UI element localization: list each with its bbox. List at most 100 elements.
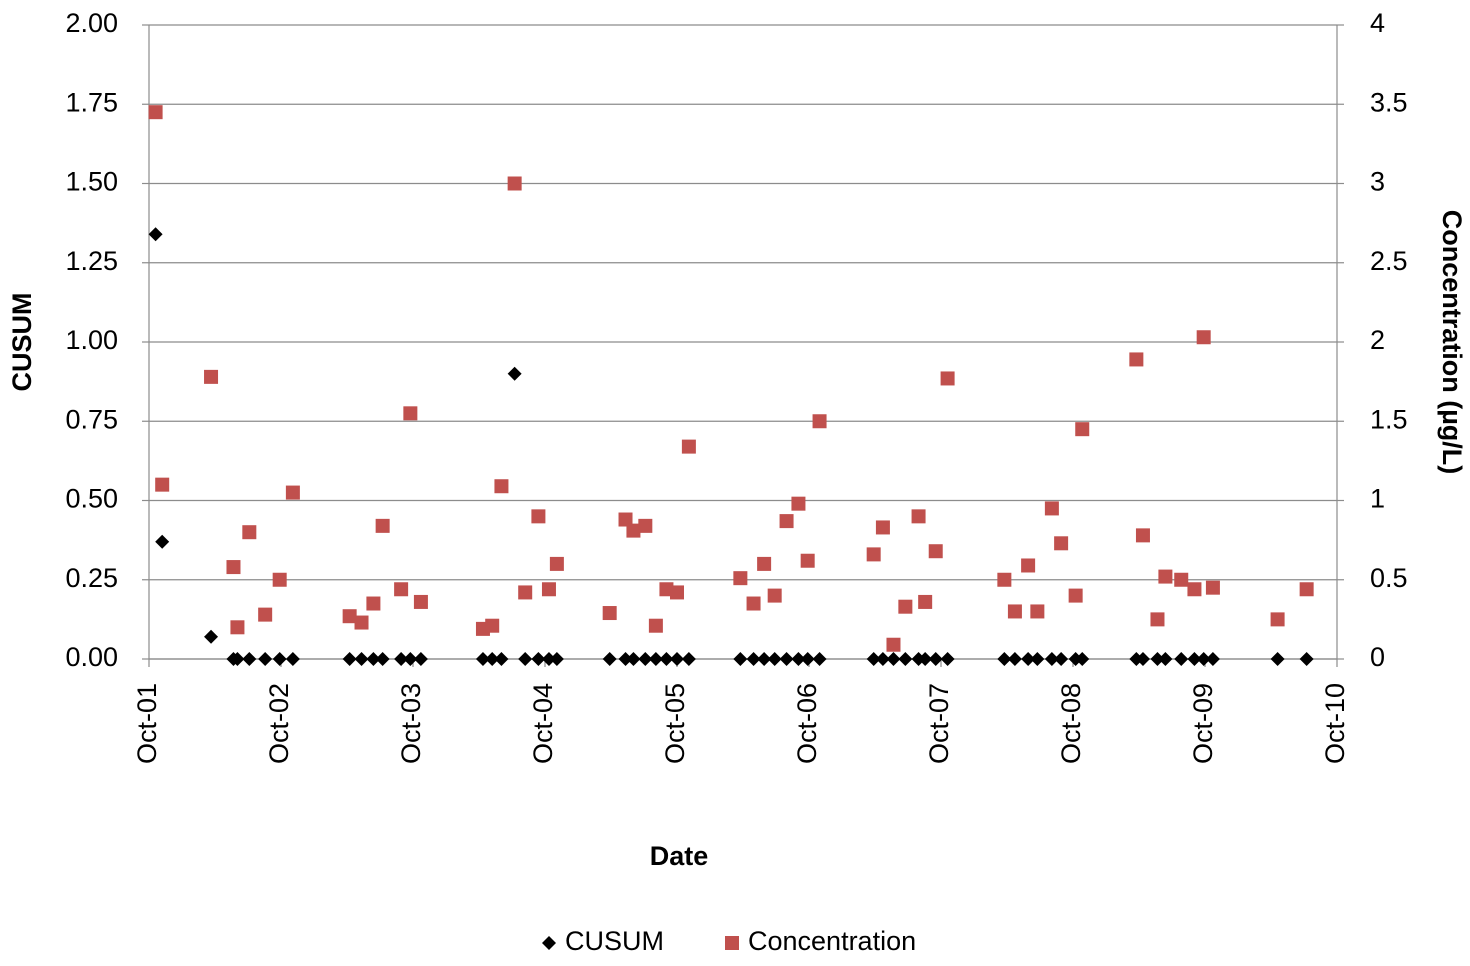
point xyxy=(155,477,170,492)
point xyxy=(746,596,761,611)
point xyxy=(242,525,257,540)
point xyxy=(638,518,653,533)
point xyxy=(602,606,617,621)
point xyxy=(1030,604,1045,619)
y2-tick-label: 0 xyxy=(1370,642,1385,672)
point xyxy=(940,652,955,666)
y2-tick-label: 3.5 xyxy=(1370,87,1408,117)
y-axis-title: CUSUM xyxy=(7,293,37,392)
point xyxy=(354,615,369,630)
point xyxy=(1075,652,1090,666)
point xyxy=(148,227,163,242)
point xyxy=(618,512,633,527)
point xyxy=(648,618,663,633)
point xyxy=(670,652,684,666)
y2-axis-title: Concentration (µg/L) xyxy=(1437,210,1467,475)
x-tick-label: Oct-03 xyxy=(396,683,426,764)
y-tick-label: 1.00 xyxy=(65,325,118,355)
point xyxy=(354,652,369,666)
point xyxy=(366,596,381,611)
point xyxy=(413,594,428,609)
point xyxy=(928,652,943,666)
point xyxy=(1299,652,1314,666)
point xyxy=(997,652,1012,666)
point xyxy=(1044,652,1059,666)
point xyxy=(746,652,761,666)
point xyxy=(812,414,827,429)
point xyxy=(242,652,257,666)
legend-marker xyxy=(542,936,556,950)
point xyxy=(648,652,663,666)
point xyxy=(485,652,500,666)
point xyxy=(375,652,390,666)
point xyxy=(375,518,390,533)
x-axis-title: Date xyxy=(650,841,709,871)
y2-tick-label: 1 xyxy=(1370,484,1385,514)
y-tick-label: 1.50 xyxy=(65,167,118,197)
point xyxy=(812,652,827,666)
point xyxy=(898,599,913,614)
point xyxy=(230,652,245,666)
point xyxy=(602,652,617,666)
y-tick-label: 0.75 xyxy=(65,404,118,434)
y-tick-label: 0.25 xyxy=(65,563,118,593)
point xyxy=(898,652,913,666)
y-tick-label: 0.50 xyxy=(65,484,118,514)
point xyxy=(638,652,653,666)
point xyxy=(886,652,901,666)
point xyxy=(1270,652,1285,666)
point xyxy=(1158,652,1173,666)
point xyxy=(507,176,522,191)
point xyxy=(494,479,509,494)
point xyxy=(670,585,684,600)
point xyxy=(272,652,287,666)
point xyxy=(230,620,245,635)
point xyxy=(681,652,696,666)
point xyxy=(626,523,641,538)
x-tick-label: Oct-08 xyxy=(1056,683,1086,764)
point xyxy=(1158,569,1173,584)
point xyxy=(757,652,772,666)
y-tick-label: 0.00 xyxy=(65,642,118,672)
point xyxy=(1205,652,1220,666)
point xyxy=(1150,612,1165,627)
point xyxy=(800,553,815,568)
point xyxy=(791,496,806,511)
legend-label: CUSUM xyxy=(565,926,664,956)
point xyxy=(485,618,500,633)
point xyxy=(155,534,170,549)
x-tick-label: Oct-09 xyxy=(1188,683,1218,764)
point xyxy=(258,607,273,622)
point xyxy=(518,652,533,666)
point xyxy=(1205,580,1220,595)
point xyxy=(549,652,564,666)
point xyxy=(767,652,782,666)
point xyxy=(549,556,564,571)
point xyxy=(518,585,533,600)
point xyxy=(1021,652,1036,666)
x-tick-label: Oct-05 xyxy=(660,683,690,764)
point xyxy=(342,609,357,624)
point xyxy=(733,571,748,586)
point xyxy=(1135,528,1150,543)
point xyxy=(1129,352,1144,367)
x-tick-label: Oct-04 xyxy=(528,683,558,764)
point xyxy=(911,509,926,524)
point xyxy=(1187,582,1202,597)
y2-tick-label: 0.5 xyxy=(1370,563,1408,593)
point xyxy=(1150,652,1165,666)
point xyxy=(918,594,933,609)
point xyxy=(1030,652,1045,666)
point xyxy=(475,652,490,666)
point xyxy=(767,588,782,603)
point xyxy=(403,406,418,421)
point xyxy=(394,652,409,666)
point xyxy=(1075,422,1090,437)
point xyxy=(1007,652,1022,666)
point xyxy=(659,652,674,666)
point xyxy=(757,556,772,571)
point xyxy=(940,371,955,386)
point xyxy=(866,652,881,666)
y2-tick-label: 4 xyxy=(1370,8,1385,38)
point xyxy=(204,629,219,644)
